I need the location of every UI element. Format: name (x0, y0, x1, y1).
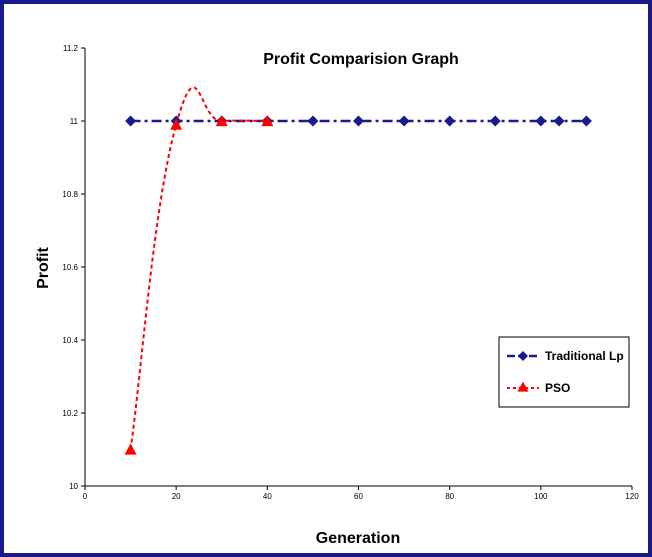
pso-point (170, 118, 183, 130)
legend-marker-traditional-lp (518, 351, 528, 361)
legend: Traditional Lp PSO (498, 336, 630, 408)
y-tick-label: 10.4 (62, 336, 78, 345)
series-layer (124, 86, 592, 455)
legend-label: PSO (545, 381, 570, 395)
x-tick-label: 120 (625, 492, 639, 501)
x-tick-label: 100 (534, 492, 548, 501)
chart-title: Profit Comparision Graph (263, 51, 459, 68)
x-tick-label: 0 (83, 492, 88, 501)
pso-point (215, 115, 228, 127)
y-axis-title: Profit (35, 246, 52, 288)
legend-box (498, 336, 630, 408)
y-tick-label: 11.2 (63, 44, 79, 53)
x-ticks: 0 20 40 60 80 100 120 (83, 486, 639, 501)
x-tick-label: 20 (172, 492, 181, 501)
traditional-lp-point (535, 115, 547, 127)
traditional-lp-point (125, 115, 137, 127)
x-tick-label: 80 (445, 492, 454, 501)
pso-point (124, 443, 137, 455)
series-pso (124, 86, 274, 455)
traditional-lp-point (489, 115, 501, 127)
y-tick-label: 10.8 (62, 190, 78, 199)
y-tick-label: 10.2 (62, 409, 78, 418)
traditional-lp-point (444, 115, 456, 127)
y-tick-label: 10 (69, 482, 78, 491)
traditional-lp-point (553, 115, 565, 127)
legend-label: Traditional Lp (545, 349, 624, 363)
y-ticks: 10 10.2 10.4 10.6 10.8 11 11.2 (62, 44, 85, 491)
y-tick-label: 10.6 (62, 263, 78, 272)
traditional-lp-point (398, 115, 410, 127)
traditional-lp-point (353, 115, 364, 127)
x-axis-title: Generation (316, 530, 400, 547)
x-tick-label: 60 (354, 492, 363, 501)
series-traditional-lp (125, 115, 592, 127)
traditional-lp-point (580, 115, 592, 127)
legend-marker-pso (517, 381, 529, 392)
pso-point (261, 115, 274, 127)
traditional-lp-point (307, 115, 319, 127)
pso-line (129, 86, 268, 450)
x-tick-label: 40 (263, 492, 272, 501)
y-tick-label: 11 (70, 117, 79, 126)
